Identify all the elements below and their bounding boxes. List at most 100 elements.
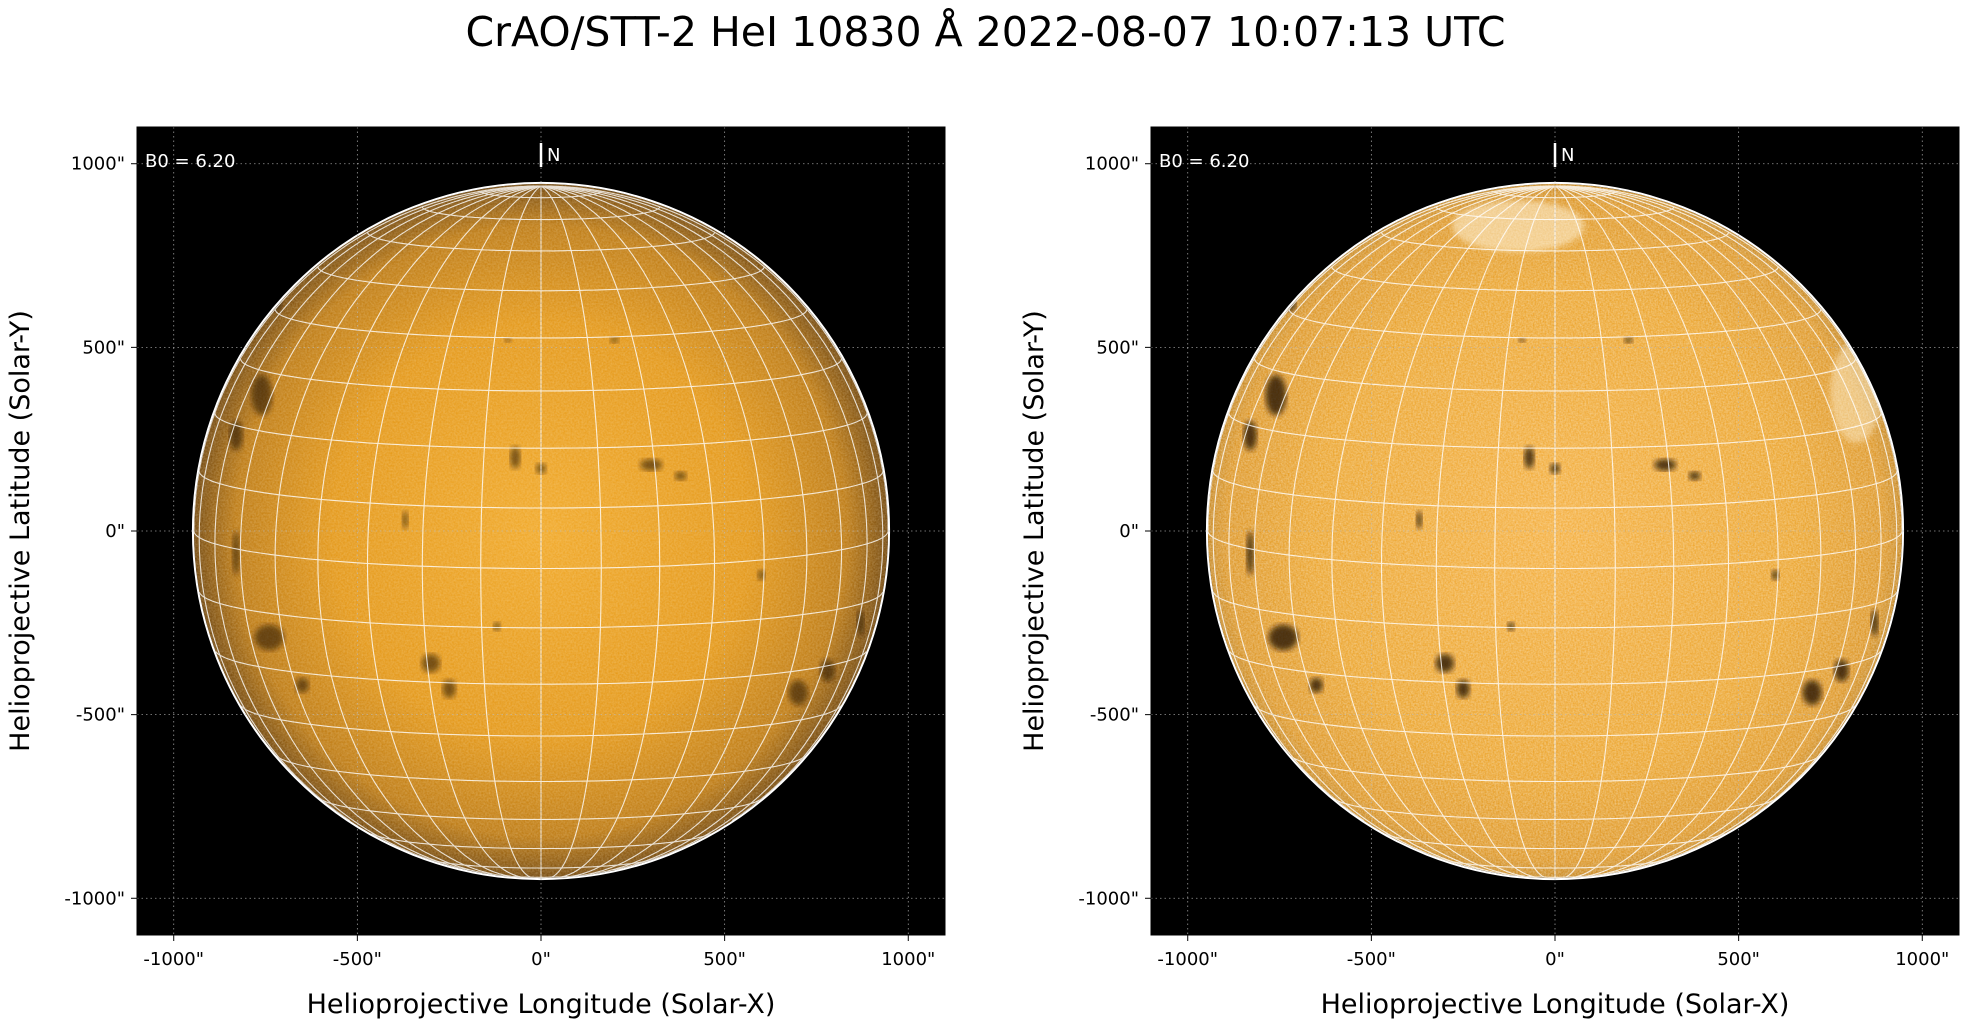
longitude-line (1554, 185, 1903, 532)
longitude-line (1554, 185, 1822, 876)
dark-filament (442, 679, 456, 699)
x-tick-label: 1000" (1895, 949, 1949, 970)
longitude-line (480, 185, 542, 879)
dark-filament (1654, 459, 1677, 471)
longitude-line (540, 185, 716, 878)
b0-label: B0 = 6.20 (1159, 151, 1249, 172)
dark-filament (493, 622, 501, 631)
longitude-line (1380, 185, 1556, 878)
solar-panel-left: -1000" -500" 0" 500" 1000" 1000" 500" 0" -500" -1… (5, 126, 946, 1020)
y-tick-label: 1000" (1085, 154, 1139, 175)
longitude-line (198, 185, 542, 822)
longitude-line (540, 185, 889, 532)
longitude-line (274, 185, 542, 876)
dark-filament (788, 680, 808, 706)
longitude-line (540, 185, 765, 877)
x-tick-label: 500" (703, 949, 746, 970)
longitude-line (193, 185, 542, 532)
dark-filament (1518, 337, 1526, 343)
longitude-line (1554, 185, 1616, 879)
dark-filament (1802, 680, 1822, 706)
longitude-line (1228, 185, 1556, 864)
dark-filament (1524, 446, 1535, 469)
y-tick-label: -500" (1090, 705, 1139, 726)
dark-filament (1268, 624, 1298, 651)
x-tick-label: 0" (531, 949, 551, 970)
x-axis-label: Helioprojective Longitude (Solar-X) (307, 989, 776, 1020)
solar-panel-right: -1000" -500" 0" 500" 1000" 1000" 500" 0" -500" -1… (1019, 126, 1960, 1020)
y-tick-label: 1000" (71, 154, 125, 175)
longitude-line (214, 185, 542, 864)
x-tick-label: 500" (1717, 949, 1760, 970)
longitude-line (1207, 185, 1556, 532)
longitude-line (239, 185, 542, 871)
longitude-line (540, 185, 808, 876)
dark-filament (1309, 677, 1323, 693)
longitude-line (1554, 185, 1882, 864)
b0-label: B0 = 6.20 (145, 151, 235, 172)
dark-filament (1246, 531, 1254, 576)
dark-filament (504, 337, 512, 343)
dark-filament (757, 569, 766, 581)
x-tick-label: -500" (1347, 949, 1396, 970)
longitude-line (1554, 185, 1857, 871)
dark-filament (1507, 622, 1515, 631)
longitude-line (317, 185, 542, 877)
figure-title: CrAO/STT-2 HeI 10830 Å 2022-08-07 10:07:… (465, 8, 1506, 56)
dark-filament (610, 337, 619, 343)
dark-filament (1243, 420, 1257, 451)
longitude-line (1331, 185, 1556, 877)
y-tick-label: 500" (82, 337, 125, 358)
longitude-line (1554, 185, 1730, 878)
y-tick-label: 500" (1096, 337, 1139, 358)
x-tick-label: -1000" (1157, 949, 1218, 970)
y-axis-label: Helioprojective Latitude (Solar-Y) (1019, 310, 1050, 752)
dark-filament (402, 511, 409, 529)
longitude-line (540, 185, 843, 871)
dark-filament (251, 374, 273, 416)
dark-filament (232, 531, 240, 576)
longitude-line (366, 185, 542, 878)
x-tick-label: -1000" (143, 949, 204, 970)
dark-filament (1435, 654, 1455, 673)
dark-filament (1624, 337, 1633, 343)
y-tick-label: -500" (76, 705, 125, 726)
y-axis-label: Helioprojective Latitude (Solar-Y) (5, 310, 36, 752)
longitude-line (1554, 185, 1779, 877)
dark-filament (295, 677, 309, 693)
longitude-line (1435, 185, 1556, 879)
dark-filament (1265, 374, 1287, 416)
longitude-line (540, 185, 868, 864)
dark-filament (856, 609, 865, 637)
dark-filament (640, 459, 663, 471)
x-tick-label: 1000" (881, 949, 935, 970)
longitude-line (1554, 185, 1675, 879)
dark-filament (1771, 569, 1780, 581)
longitude-line (1253, 185, 1556, 871)
dark-filament (510, 446, 521, 469)
longitude-line (421, 185, 542, 879)
longitude-line (1494, 185, 1556, 879)
y-tick-label: 0" (105, 521, 125, 542)
longitude-line (1212, 185, 1556, 822)
x-tick-label: 0" (1545, 949, 1565, 970)
dark-filament (254, 624, 284, 651)
dark-filament (1416, 511, 1423, 529)
dark-filament (1870, 609, 1879, 637)
longitude-line (1288, 185, 1556, 876)
longitude-line (540, 185, 602, 879)
north-label: N (1561, 145, 1574, 166)
dark-filament (1688, 471, 1701, 481)
x-axis-label: Helioprojective Longitude (Solar-X) (1321, 989, 1790, 1020)
dark-filament (1456, 679, 1470, 699)
y-tick-label: -1000" (64, 888, 125, 909)
longitude-line (1554, 185, 1898, 822)
north-label: N (547, 145, 560, 166)
dark-filament (229, 420, 243, 451)
dark-filament (421, 654, 440, 673)
y-tick-label: 0" (1119, 521, 1139, 542)
longitude-line (540, 185, 661, 879)
x-tick-label: -500" (333, 949, 382, 970)
y-tick-label: -1000" (1078, 888, 1139, 909)
